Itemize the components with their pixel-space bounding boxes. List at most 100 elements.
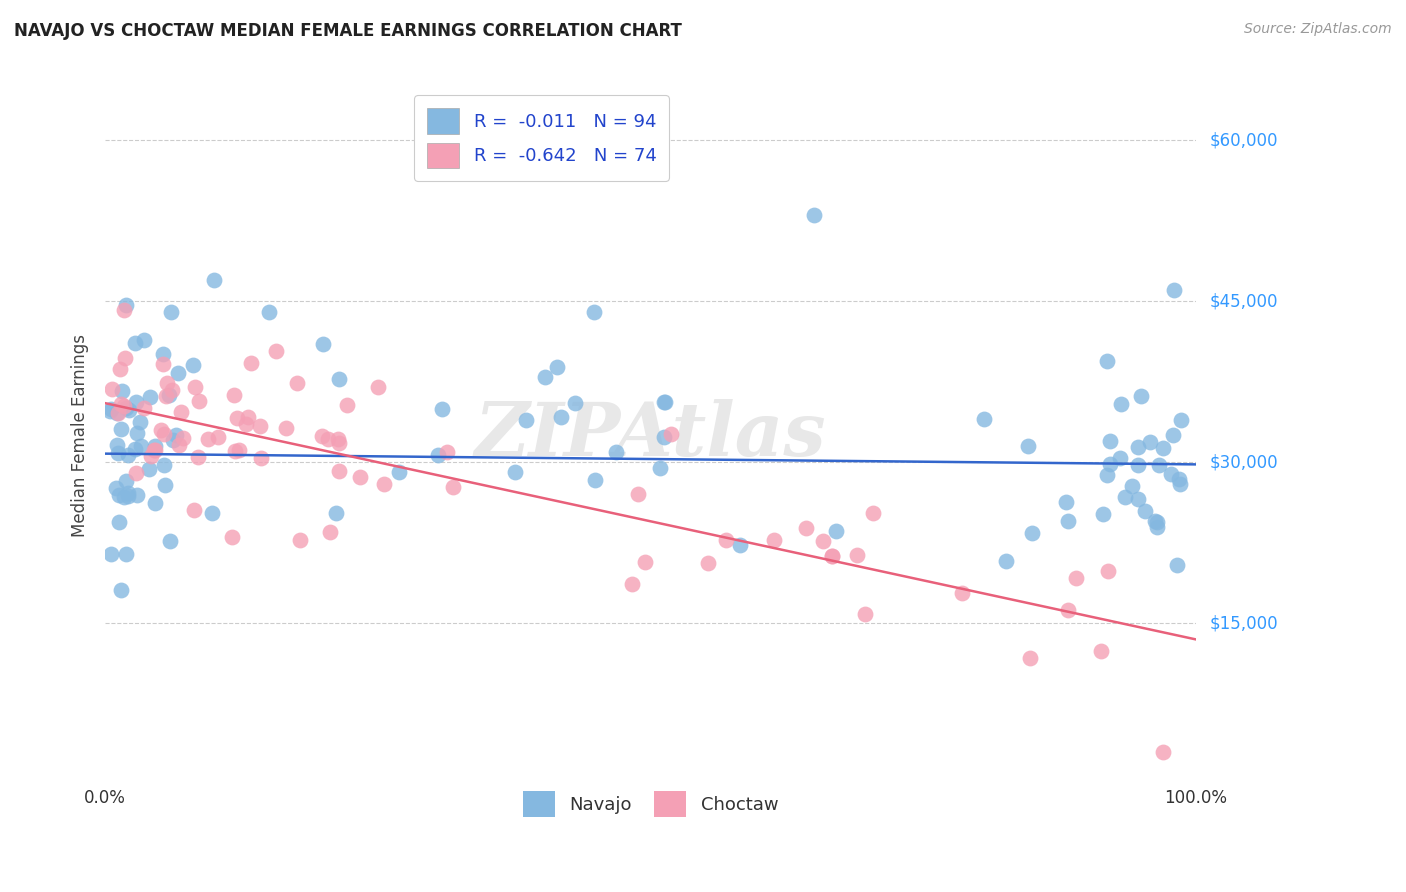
Point xyxy=(328,464,350,478)
Point xyxy=(846,549,869,563)
Point xyxy=(139,390,162,404)
Point xyxy=(515,412,537,426)
Point xyxy=(621,577,644,591)
Point xyxy=(550,409,572,424)
Point xyxy=(98,404,121,418)
Point xyxy=(1126,458,1149,472)
Point xyxy=(1143,515,1166,529)
Point xyxy=(995,554,1018,568)
Point xyxy=(505,465,527,479)
Text: Source: ZipAtlas.com: Source: ZipAtlas.com xyxy=(1244,22,1392,37)
Point xyxy=(110,396,132,410)
Point xyxy=(141,450,163,464)
Point xyxy=(115,298,138,312)
Point xyxy=(108,362,131,376)
Point xyxy=(1064,571,1087,585)
Point xyxy=(432,402,454,417)
Point xyxy=(250,450,273,465)
Point xyxy=(165,427,187,442)
Point xyxy=(224,444,246,458)
Point xyxy=(1163,284,1185,298)
Point xyxy=(627,487,650,501)
Point xyxy=(159,305,181,319)
Point xyxy=(583,305,606,319)
Point xyxy=(101,382,124,396)
Point xyxy=(1152,745,1174,759)
Point xyxy=(1168,477,1191,491)
Point xyxy=(714,533,737,547)
Point xyxy=(127,425,149,440)
Point xyxy=(105,406,128,420)
Point xyxy=(201,506,224,520)
Point xyxy=(152,346,174,360)
Point xyxy=(115,474,138,488)
Point xyxy=(143,439,166,453)
Point xyxy=(157,388,180,402)
Point xyxy=(162,434,184,448)
Point xyxy=(117,403,139,417)
Point xyxy=(1133,504,1156,518)
Point xyxy=(143,495,166,509)
Point xyxy=(235,417,257,431)
Point xyxy=(654,395,676,409)
Point xyxy=(634,556,657,570)
Point xyxy=(311,428,333,442)
Point xyxy=(114,351,136,366)
Point xyxy=(239,356,262,370)
Point xyxy=(207,430,229,444)
Point xyxy=(117,486,139,500)
Point xyxy=(100,547,122,561)
Point xyxy=(249,419,271,434)
Point xyxy=(238,410,260,425)
Point xyxy=(533,370,555,384)
Point xyxy=(221,530,243,544)
Text: $45,000: $45,000 xyxy=(1211,293,1278,310)
Point xyxy=(138,461,160,475)
Point xyxy=(107,488,129,502)
Point xyxy=(132,401,155,415)
Point xyxy=(184,380,207,394)
Point xyxy=(155,389,177,403)
Point xyxy=(1021,525,1043,540)
Point xyxy=(1114,490,1136,504)
Point xyxy=(100,401,122,416)
Text: $60,000: $60,000 xyxy=(1211,131,1278,149)
Point xyxy=(153,458,176,472)
Point xyxy=(153,427,176,442)
Point xyxy=(862,506,884,520)
Point xyxy=(1161,428,1184,442)
Point xyxy=(328,436,350,450)
Point xyxy=(170,405,193,419)
Point xyxy=(349,470,371,484)
Point xyxy=(110,422,132,436)
Point xyxy=(1090,643,1112,657)
Point xyxy=(1160,467,1182,482)
Point xyxy=(1152,441,1174,455)
Point xyxy=(285,376,308,390)
Point xyxy=(149,423,172,437)
Point xyxy=(546,359,568,374)
Point xyxy=(328,372,350,386)
Point xyxy=(143,443,166,458)
Text: $15,000: $15,000 xyxy=(1211,615,1278,632)
Point xyxy=(124,442,146,456)
Point xyxy=(652,429,675,443)
Text: NAVAJO VS CHOCTAW MEDIAN FEMALE EARNINGS CORRELATION CHART: NAVAJO VS CHOCTAW MEDIAN FEMALE EARNINGS… xyxy=(14,22,682,40)
Point xyxy=(107,437,129,451)
Point xyxy=(652,394,675,409)
Point xyxy=(1099,458,1122,472)
Point xyxy=(367,380,389,394)
Point xyxy=(134,333,156,347)
Point xyxy=(112,400,135,414)
Point xyxy=(117,489,139,503)
Point xyxy=(824,524,846,538)
Point xyxy=(104,481,127,495)
Point xyxy=(117,448,139,462)
Point xyxy=(159,533,181,548)
Point xyxy=(659,426,682,441)
Point xyxy=(1147,458,1170,473)
Point xyxy=(564,396,586,410)
Point xyxy=(1098,434,1121,448)
Point xyxy=(290,533,312,548)
Point xyxy=(1170,413,1192,427)
